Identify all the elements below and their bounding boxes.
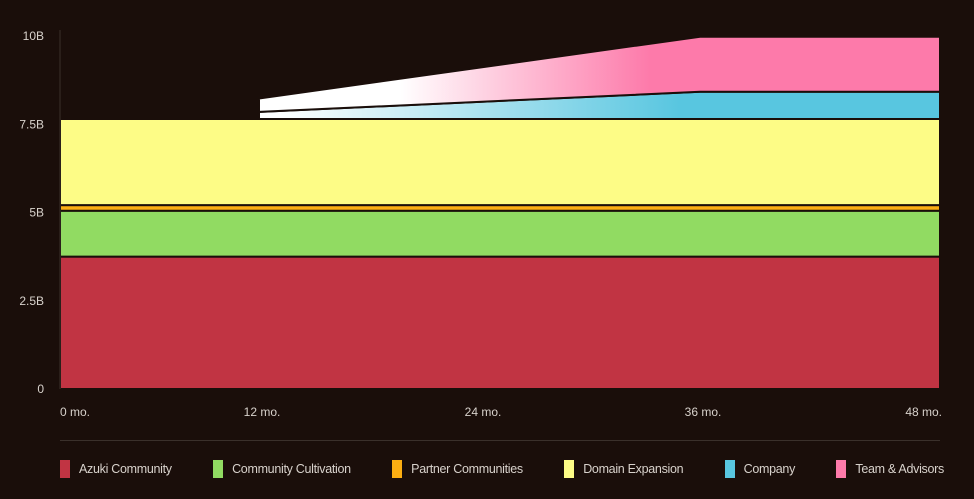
legend-label: Partner Communities [411,462,523,476]
legend-label: Company [743,462,796,476]
legend-swatch [213,460,224,478]
legend-item: Partner Communities [392,460,523,478]
y-tick-label: 7.5B [19,117,44,131]
legend-swatch [724,460,735,478]
legend-item: Domain Expansion [564,460,684,478]
x-tick-label: 0 mo. [60,405,90,419]
legend-divider [60,440,940,441]
y-tick-label: 10B [23,29,44,43]
area-community-cultivation [59,209,941,258]
area-domain-expansion [59,117,941,207]
area-azuki-community [59,255,941,390]
legend-swatch [564,460,575,478]
y-tick-label: 0 [37,382,44,396]
legend-label: Community Cultivation [232,462,351,476]
legend-item: Community Cultivation [213,460,351,478]
legend-swatch [392,460,403,478]
x-tick-label: 36 mo. [685,405,722,419]
y-tick-label: 5B [29,206,44,220]
legend-label: Team & Advisors [855,462,944,476]
y-tick-label: 2.5B [19,294,44,308]
legend-item: Azuki Community [60,460,172,478]
stacked-area-chart: 0 2.5B 5B 7.5B 10B 0 mo. 12 mo. 24 mo. 36 mo. 48… [19,29,942,419]
x-tick-label: 12 mo. [244,405,281,419]
legend-label: Domain Expansion [583,462,684,476]
legend-swatch [836,460,847,478]
x-tick-label: 24 mo. [465,405,502,419]
legend-swatch [60,460,70,478]
legend: Azuki Community Community Cultivation Part… [60,460,944,478]
area-team-advisors [258,35,941,113]
legend-item: Company [724,460,796,478]
x-tick-label: 48 mo. [905,405,942,419]
legend-item: Team & Advisors [836,460,944,478]
legend-label: Azuki Community [79,462,172,476]
